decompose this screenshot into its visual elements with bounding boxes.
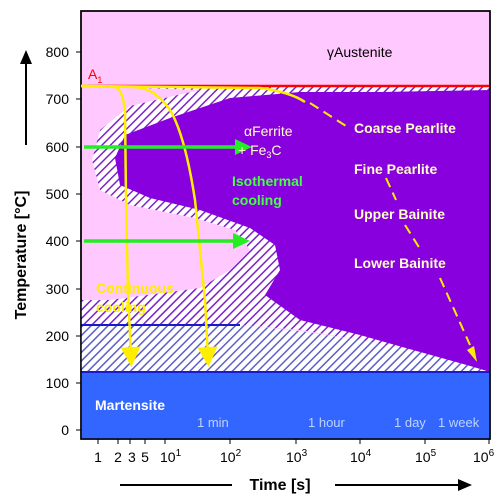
martensite-region xyxy=(81,372,490,439)
y-tick-label: 600 xyxy=(46,139,70,155)
x-axis: 1 2 3 5 101 102 103 104 105 106 xyxy=(94,439,495,465)
x-tick-label: 102 xyxy=(220,448,242,465)
x-tick-label: 1 xyxy=(94,449,102,465)
y-tick-label: 200 xyxy=(46,328,70,344)
y-tick-label: 700 xyxy=(46,91,70,107)
y-tick-label: 800 xyxy=(46,44,70,60)
y-axis-title: Temperature [°C] xyxy=(13,191,30,320)
isothermal-label-line2: cooling xyxy=(232,192,282,208)
y-axis-arrowhead xyxy=(20,50,32,64)
fine-pearlite-label: Fine Pearlite xyxy=(354,161,437,177)
y-tick-label: 500 xyxy=(46,186,70,202)
x-tick-label: 103 xyxy=(286,448,308,465)
y-tick-label: 0 xyxy=(61,422,69,438)
x-tick-label: 2 xyxy=(114,449,122,465)
ferrite-label: αFerrite xyxy=(244,123,293,139)
continuous-cooling-curve-slow xyxy=(80,84,218,367)
time-1week-label: 1 week xyxy=(438,415,480,430)
a1-label: A1 xyxy=(88,66,102,85)
time-1min-label: 1 min xyxy=(197,415,229,430)
continuous-cooling-curve-slowest xyxy=(80,84,306,104)
martensite-transition-band xyxy=(81,325,490,372)
x-axis-arrowhead xyxy=(458,479,472,491)
time-1day-label: 1 day xyxy=(394,415,426,430)
label-leaders xyxy=(309,102,471,346)
isothermal-arrow-600 xyxy=(84,139,252,155)
fe3c-label: + Fe3C xyxy=(238,142,282,160)
x-tick-label: 3 xyxy=(128,449,136,465)
x-tick-label: 5 xyxy=(141,449,149,465)
plot-frame xyxy=(80,10,491,440)
isothermal-label-line1: Isothermal xyxy=(232,173,303,189)
x-tick-label: 105 xyxy=(415,448,437,465)
lower-bainite-label: Lower Bainite xyxy=(354,255,446,271)
y-tick-label: 400 xyxy=(46,233,70,249)
continuous-label-line1: Continuous xyxy=(96,280,174,296)
martensite-label: Martensite xyxy=(95,397,165,413)
x-axis-title: Time [s] xyxy=(249,477,310,494)
lower-bainite-arrowhead xyxy=(467,346,477,362)
austenite-label: γAustenite xyxy=(327,44,393,60)
continuous-label-line2: cooling xyxy=(96,299,146,315)
x-tick-label: 104 xyxy=(350,448,372,465)
transformation-region xyxy=(115,90,490,372)
x-tick-label: 106 xyxy=(473,448,495,465)
y-tick-label: 100 xyxy=(46,375,70,391)
isothermal-arrow-400 xyxy=(84,233,250,249)
time-1hour-label: 1 hour xyxy=(308,415,346,430)
y-axis: 800 700 600 500 400 300 200 100 0 xyxy=(46,44,81,438)
y-tick-label: 300 xyxy=(46,281,70,297)
coarse-pearlite-label: Coarse Pearlite xyxy=(354,120,456,136)
x-tick-label: 101 xyxy=(160,448,182,465)
upper-bainite-label: Upper Bainite xyxy=(354,206,445,222)
